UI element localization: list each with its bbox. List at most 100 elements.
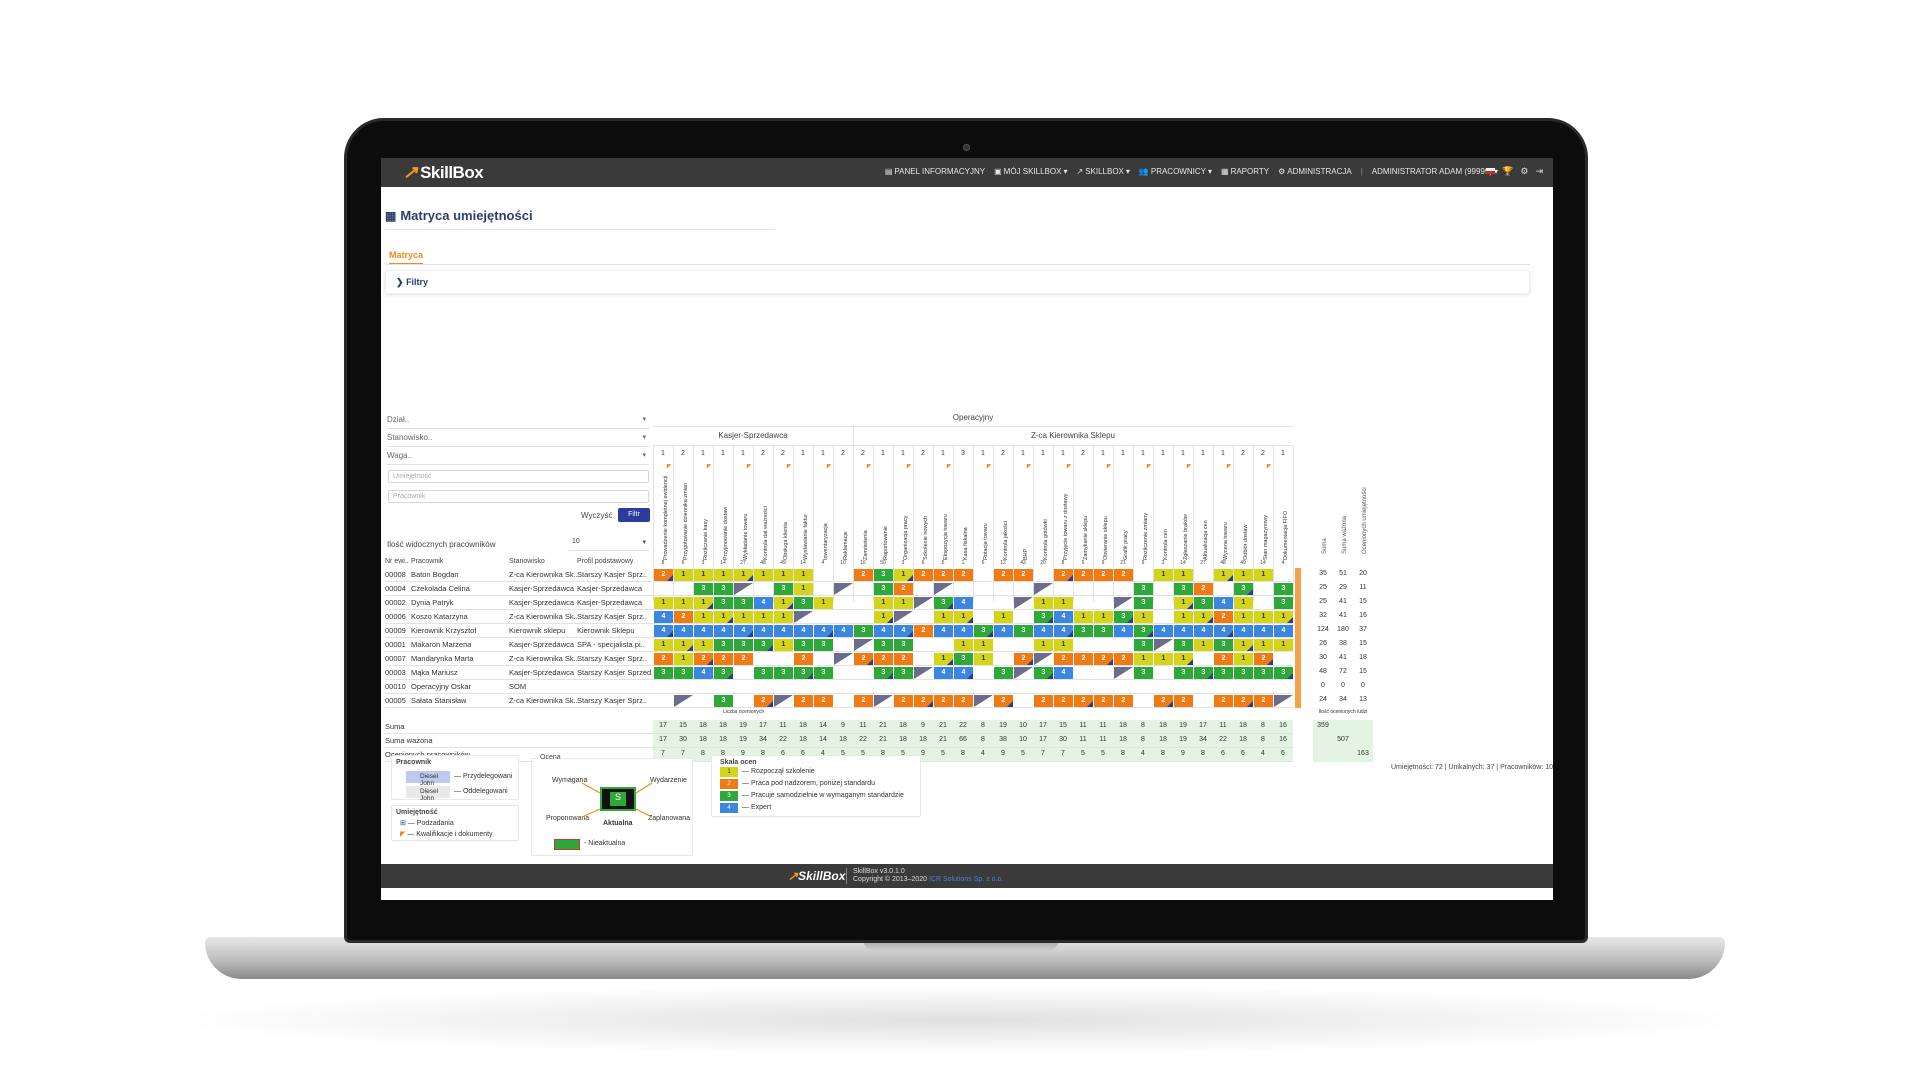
not-rated-cell[interactable]: [774, 695, 793, 707]
skill-header[interactable]: Zamykanie sklepu: [1073, 464, 1093, 560]
skill-header[interactable]: Otwieranie sklepu: [1093, 464, 1113, 560]
rating-cell[interactable]: 4: [654, 611, 673, 623]
skill-header[interactable]: Aktualizacja cen: [1193, 464, 1213, 560]
rating-cell[interactable]: 4: [834, 625, 853, 637]
not-rated-cell[interactable]: [934, 583, 953, 595]
rating-cell[interactable]: 4: [1154, 625, 1173, 637]
skill-header[interactable]: Odbiór dostaw: [1233, 464, 1253, 560]
rating-cell[interactable]: 1: [954, 639, 973, 651]
menu-skillbox[interactable]: ↗ SKILLBOX ▾: [1076, 167, 1130, 176]
rating-cell[interactable]: 3: [874, 583, 893, 595]
rating-cell[interactable]: 2: [1154, 695, 1173, 707]
skill-header[interactable]: Kontrola jakości: [993, 464, 1013, 560]
rating-cell[interactable]: 2: [874, 653, 893, 665]
menu-moj-skillbox[interactable]: ▣ MÓJ SKILLBOX ▾: [994, 167, 1068, 176]
skill-header[interactable]: Rotacja towaru: [973, 464, 993, 560]
not-rated-cell[interactable]: [1154, 639, 1173, 651]
flag-pl-icon[interactable]: [1486, 168, 1496, 174]
skill-header[interactable]: Rozliczenie zmiany: [1133, 464, 1153, 560]
rating-cell[interactable]: 4: [954, 667, 973, 679]
not-rated-cell[interactable]: [974, 695, 993, 707]
rating-cell[interactable]: 2: [894, 583, 913, 595]
rating-cell[interactable]: 4: [694, 625, 713, 637]
table-row[interactable]: 00004 Czekolada Celina Kasjer-Sprzedawca Ka…: [385, 582, 653, 596]
rating-cell[interactable]: 1: [934, 611, 953, 623]
skill-header[interactable]: Stan magazynowy: [1253, 464, 1273, 560]
rating-cell[interactable]: 1: [1134, 611, 1153, 623]
rating-cell[interactable]: 4: [1114, 625, 1133, 637]
gear-icon[interactable]: ⚙: [1520, 166, 1529, 176]
rating-cell[interactable]: 1: [1234, 653, 1253, 665]
skill-header[interactable]: Kontrola gotówki: [1033, 464, 1053, 560]
rating-cell[interactable]: 2: [1174, 695, 1193, 707]
trophy-icon[interactable]: 🏆: [1502, 166, 1514, 176]
rating-cell[interactable]: 3: [894, 667, 913, 679]
table-row[interactable]: 00009 Kierownik Krzysztof Kierownik sklepu…: [385, 624, 653, 638]
rating-cell[interactable]: 1: [674, 639, 693, 651]
rating-cell[interactable]: 1: [1054, 597, 1073, 609]
rating-cell[interactable]: 2: [1094, 695, 1113, 707]
not-rated-cell[interactable]: [914, 667, 933, 679]
rating-cell[interactable]: 1: [1174, 597, 1193, 609]
rating-cell[interactable]: 3: [1074, 625, 1093, 637]
rating-cell[interactable]: 1: [754, 611, 773, 623]
rating-cell[interactable]: 2: [1094, 653, 1113, 665]
rating-cell[interactable]: 4: [1254, 625, 1273, 637]
rating-cell[interactable]: 1: [1194, 611, 1213, 623]
rating-cell[interactable]: 3: [694, 583, 713, 595]
rating-cell[interactable]: 3: [1094, 625, 1113, 637]
rating-cell[interactable]: 2: [854, 695, 873, 707]
rating-cell[interactable]: 3: [1194, 597, 1213, 609]
table-row[interactable]: 00007 Mandarynka Marta Z-ca Kierownika Sk.…: [385, 652, 653, 666]
rating-cell[interactable]: 3: [814, 667, 833, 679]
rating-cell[interactable]: 4: [1054, 625, 1073, 637]
rating-cell[interactable]: 4: [754, 597, 773, 609]
menu-pracownicy[interactable]: 👥 PRACOWNICY ▾: [1138, 167, 1212, 176]
rating-cell[interactable]: 3: [1174, 639, 1193, 651]
not-rated-cell[interactable]: [834, 653, 853, 665]
rating-cell[interactable]: 3: [1274, 667, 1293, 679]
rating-cell[interactable]: 3: [1214, 639, 1233, 651]
rating-cell[interactable]: 2: [654, 569, 673, 581]
not-rated-cell[interactable]: [914, 597, 933, 609]
rating-cell[interactable]: 3: [1234, 583, 1253, 595]
not-rated-cell[interactable]: [794, 611, 813, 623]
skill-header[interactable]: Organizacja pracy: [893, 464, 913, 560]
not-rated-cell[interactable]: [1014, 597, 1033, 609]
menu-raporty[interactable]: ▦ RAPORTY: [1221, 167, 1270, 176]
rating-cell[interactable]: 2: [1074, 569, 1093, 581]
rating-cell[interactable]: 3: [854, 625, 873, 637]
rating-cell[interactable]: 2: [994, 569, 1013, 581]
rating-cell[interactable]: 2: [854, 569, 873, 581]
skill-header[interactable]: Raportowanie: [873, 464, 893, 560]
rating-cell[interactable]: 4: [1054, 611, 1073, 623]
rating-cell[interactable]: 2: [994, 695, 1013, 707]
rating-cell[interactable]: 3: [1234, 667, 1253, 679]
skill-header[interactable]: Kontrola dat ważności: [753, 464, 773, 560]
rating-cell[interactable]: 1: [674, 597, 693, 609]
filter-button[interactable]: Filtr: [618, 508, 650, 522]
rating-cell[interactable]: 4: [894, 625, 913, 637]
rating-cell[interactable]: 1: [1174, 569, 1193, 581]
rating-cell[interactable]: 3: [874, 667, 893, 679]
skill-header[interactable]: Wycena towaru: [1213, 464, 1233, 560]
rating-cell[interactable]: 4: [1214, 625, 1233, 637]
rating-cell[interactable]: 1: [654, 639, 673, 651]
rating-cell[interactable]: 3: [1174, 583, 1193, 595]
rating-cell[interactable]: 3: [754, 667, 773, 679]
rating-cell[interactable]: 1: [814, 597, 833, 609]
rating-cell[interactable]: 2: [794, 695, 813, 707]
rating-cell[interactable]: 1: [1194, 639, 1213, 651]
rating-cell[interactable]: 3: [1254, 667, 1273, 679]
rating-cell[interactable]: 2: [954, 695, 973, 707]
rating-cell[interactable]: 1: [1234, 611, 1253, 623]
rating-cell[interactable]: 2: [1114, 569, 1133, 581]
rating-cell[interactable]: 2: [694, 653, 713, 665]
rating-cell[interactable]: 1: [874, 597, 893, 609]
rating-cell[interactable]: 1: [754, 569, 773, 581]
not-rated-cell[interactable]: [834, 583, 853, 595]
rating-cell[interactable]: 4: [774, 625, 793, 637]
skill-header[interactable]: Ekspozycja towaru: [933, 464, 953, 560]
menu-user[interactable]: ADMINISTRATOR ADAM (99999) ▾: [1371, 167, 1498, 176]
rating-cell[interactable]: 1: [1154, 653, 1173, 665]
